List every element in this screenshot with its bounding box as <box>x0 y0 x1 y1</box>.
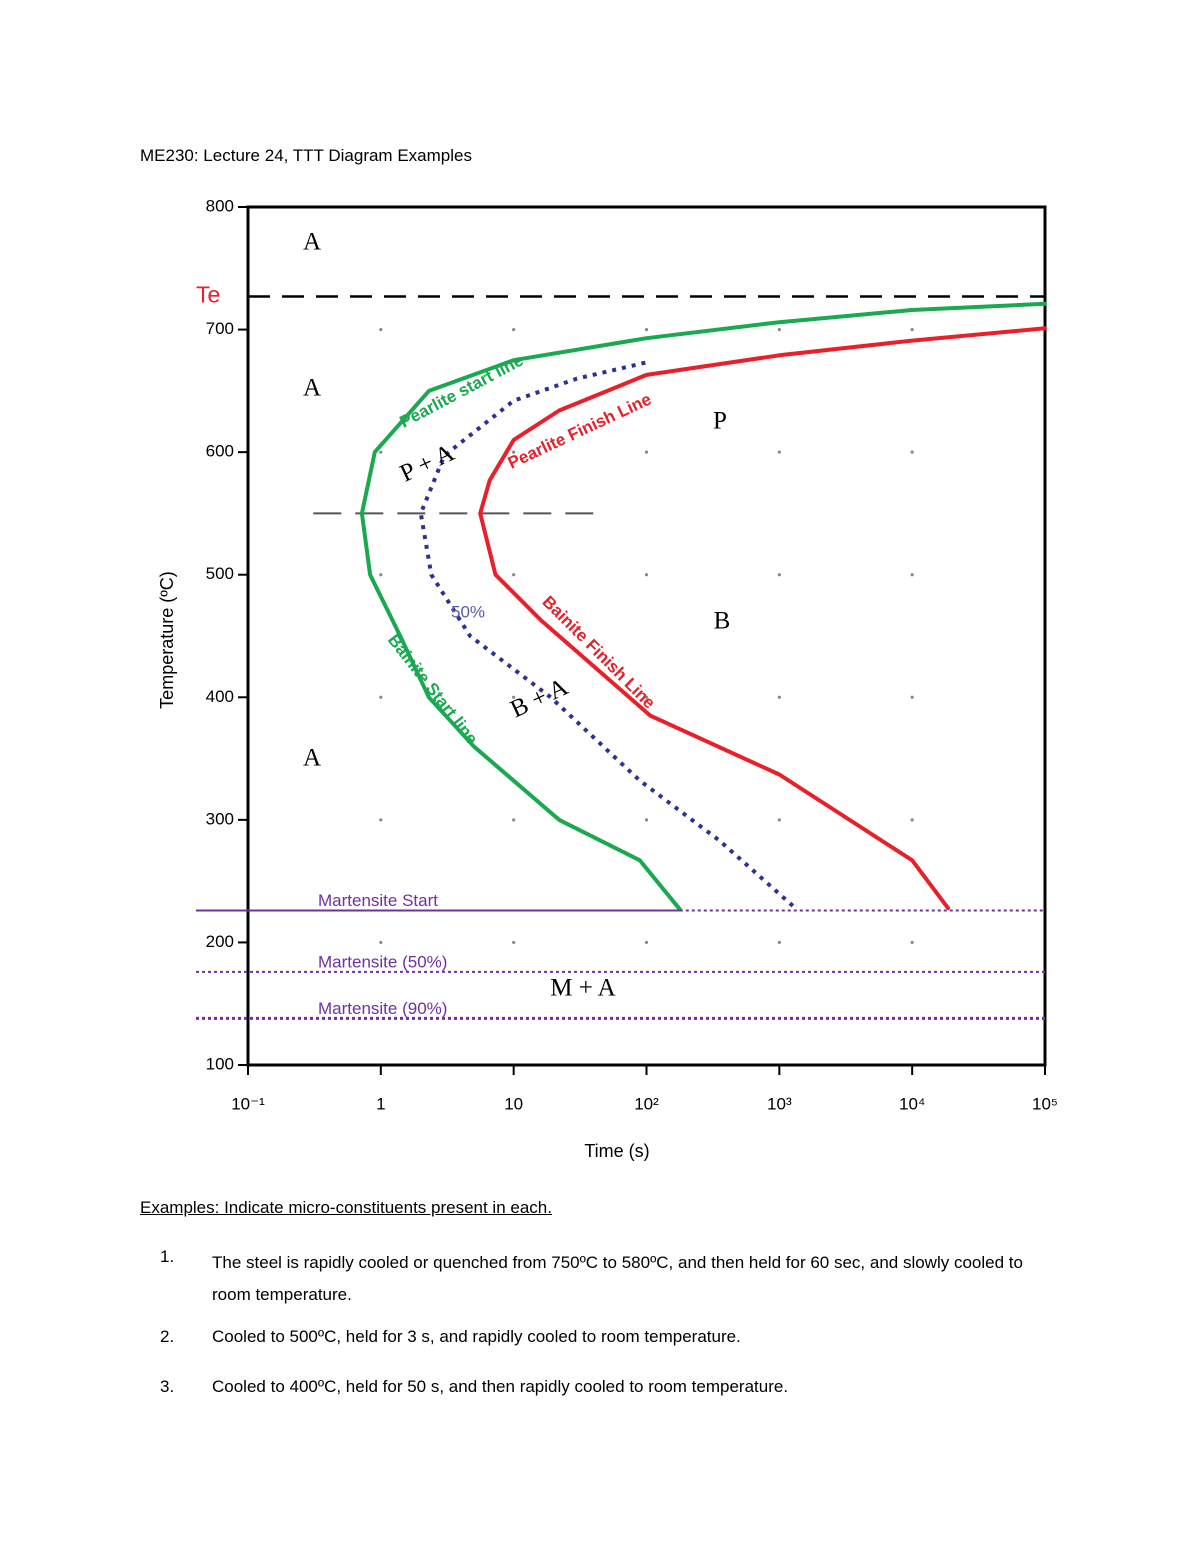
grid-dot <box>777 940 781 945</box>
region-label: A <box>303 745 321 772</box>
grid-dot <box>379 695 383 699</box>
x-tick-label: 10⁴ <box>899 1094 925 1113</box>
region-label: P <box>713 408 727 435</box>
item-number: 3. <box>160 1377 175 1396</box>
region-label: M + A <box>550 975 616 1002</box>
region-label: A <box>303 229 321 256</box>
y-tick-label: 800 <box>206 196 234 215</box>
x-tick-label: 10³ <box>767 1094 792 1113</box>
martensite-label: Martensite (50%) <box>318 952 447 971</box>
grid-dot <box>379 573 383 577</box>
curve <box>478 326 1047 911</box>
region-label: A <box>303 375 321 402</box>
curve-label: Bainite Start line <box>384 631 482 748</box>
grid-dot <box>379 940 383 945</box>
x-tick-label: 10⁵ <box>1032 1094 1058 1113</box>
y-tick-label: 600 <box>206 442 234 461</box>
region-label: B <box>714 608 731 635</box>
grid-dot <box>910 573 914 577</box>
x-tick-label: 10⁻¹ <box>231 1094 265 1113</box>
y-tick-label: 100 <box>206 1054 234 1073</box>
grid-dot <box>910 940 914 945</box>
x-tick-label: 1 <box>376 1094 385 1113</box>
grid-dot <box>644 818 649 822</box>
item-text: Cooled to 400ºC, held for 50 s, and then… <box>212 1377 789 1396</box>
item-text: Cooled to 500ºC, held for 3 s, and rapid… <box>212 1327 741 1346</box>
grid-dot <box>910 818 914 822</box>
item-number: 2. <box>160 1327 175 1346</box>
region-label: B + A <box>506 673 572 723</box>
curve-label: Pearlite start line <box>397 351 527 432</box>
grid-dot <box>644 695 649 699</box>
examples-heading: Examples: Indicate micro-constituents pr… <box>140 1198 552 1217</box>
region-label: P + A <box>396 439 458 487</box>
y-tick-label: 700 <box>206 319 234 338</box>
grid-dot <box>512 327 516 332</box>
grid-dot <box>777 695 781 699</box>
grid-dot <box>644 573 649 577</box>
martensite-label: Martensite (90%) <box>318 999 447 1018</box>
grid-dot <box>512 940 516 945</box>
plot-frame <box>246 205 1047 1067</box>
grid-dot <box>644 450 649 454</box>
grid-dot <box>512 695 516 699</box>
x-tick-label: 10 <box>504 1094 523 1113</box>
x-axis-label: Time (s) <box>584 1141 649 1161</box>
doc-title: ME230: Lecture 24, TTT Diagram Examples <box>140 146 472 165</box>
y-tick-label: 500 <box>206 564 234 583</box>
grid-dot <box>777 327 781 332</box>
martensite-label: Martensite Start <box>318 891 438 910</box>
grid-dot <box>512 818 516 822</box>
grid-dot <box>379 327 383 332</box>
grid-dot <box>644 940 649 945</box>
grid-dot <box>379 450 383 454</box>
curve-label: 50% <box>451 602 485 621</box>
grid-dot <box>379 818 383 822</box>
grid-dot <box>512 450 516 454</box>
grid-dot <box>910 695 914 699</box>
grid-dot <box>777 450 781 454</box>
te-label: Te <box>196 282 220 308</box>
x-tick-label: 10² <box>634 1094 659 1113</box>
curve <box>359 301 1047 912</box>
grid-dot <box>910 450 914 454</box>
item-number: 1. <box>160 1247 175 1266</box>
y-tick-label: 400 <box>206 687 234 706</box>
y-tick-label: 200 <box>206 932 234 951</box>
grid-dot <box>910 327 914 332</box>
y-axis-label: Temperature (ºC) <box>157 571 177 709</box>
y-tick-label: 300 <box>206 809 234 828</box>
ttt-diagram: Temperature (ºC) Time (s) 100 200 300 400 50… <box>157 196 1058 1161</box>
grid-dot <box>512 573 516 577</box>
grid-dot <box>777 818 781 822</box>
grid-dot <box>777 573 781 577</box>
grid-dot <box>644 327 649 332</box>
curve <box>418 360 797 910</box>
item-text: The steel is rapidly cooled or quenched … <box>212 1253 1023 1304</box>
